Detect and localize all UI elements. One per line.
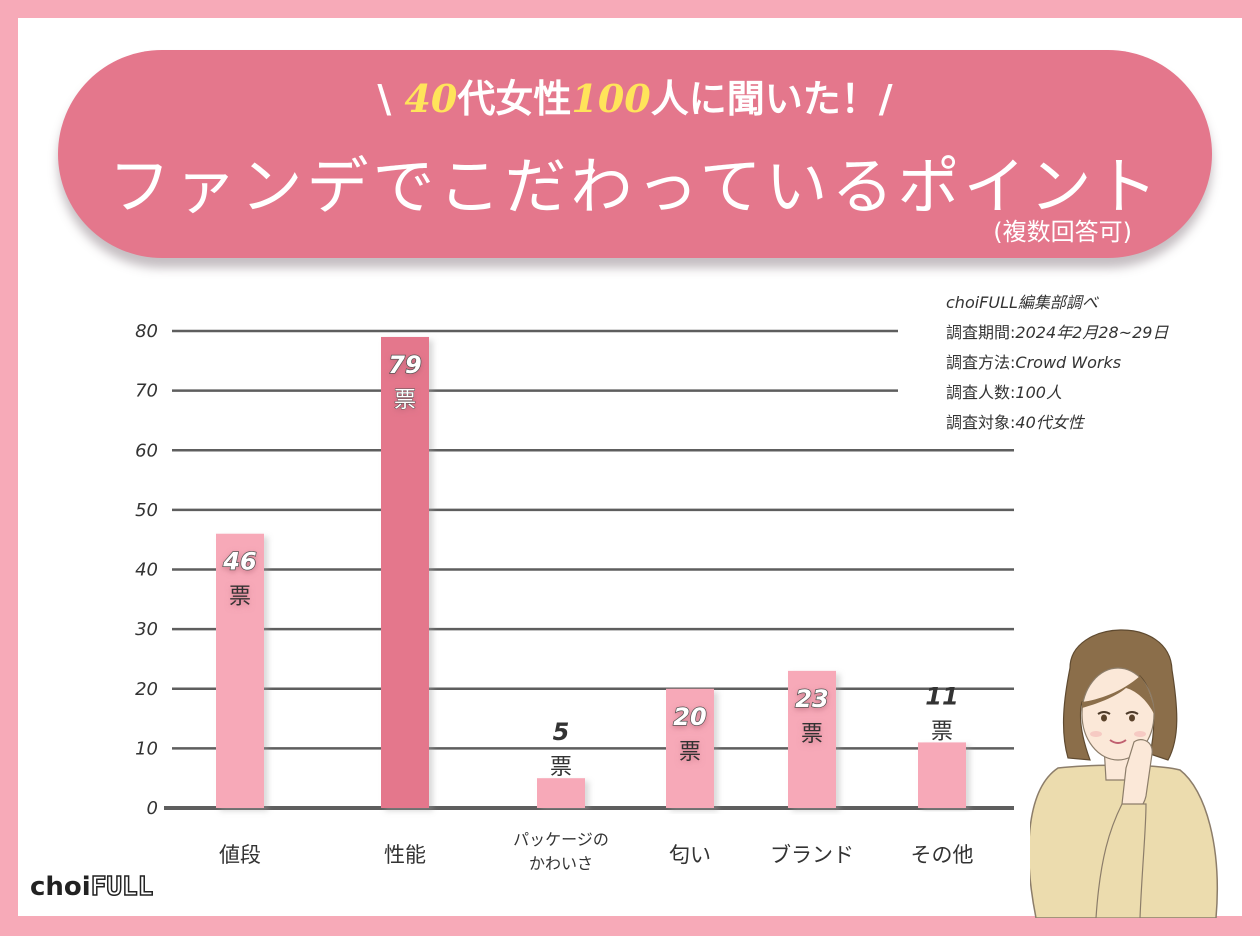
data-label-unit: 票 xyxy=(394,388,416,413)
bar xyxy=(788,670,836,808)
survey-method-value: Crowd Works xyxy=(1015,353,1122,372)
data-label: 20 xyxy=(673,703,706,731)
bar xyxy=(381,336,429,808)
survey-period-label: 調査期間: xyxy=(946,323,1016,342)
y-tick-label: 20 xyxy=(135,679,158,700)
y-tick-label: 70 xyxy=(135,381,158,402)
data-label: 5 xyxy=(553,718,570,746)
survey-method-label: 調査方法: xyxy=(946,353,1016,372)
survey-count-value: 100人 xyxy=(1015,383,1062,402)
y-tick-label: 40 xyxy=(135,560,158,581)
survey-target: 調査対象:40代女性 xyxy=(946,408,1168,438)
y-tick-label: 80 xyxy=(135,321,158,342)
x-tick-label: 性能 xyxy=(384,843,426,867)
bar xyxy=(666,688,714,808)
data-label-unit: 票 xyxy=(679,740,701,765)
y-tick-label: 50 xyxy=(135,500,158,521)
data-label-unit: 票 xyxy=(550,755,572,780)
count-number: 100 xyxy=(571,76,651,121)
bar xyxy=(216,533,264,808)
data-label-unit: 票 xyxy=(229,585,251,610)
x-tick-label: その他 xyxy=(911,843,974,867)
y-tick-label: 0 xyxy=(147,798,158,819)
logo-text-full: FULL xyxy=(90,871,154,903)
logo-text-choi: choi xyxy=(30,872,91,902)
count-suffix: 人に聞いた！ xyxy=(650,77,879,121)
age-suffix: 代女性 xyxy=(457,77,572,121)
banner-subtitle: \ 40代女性100人に聞いた！/ xyxy=(58,68,1212,123)
x-tick-label: 値段 xyxy=(219,843,261,867)
y-tick-label: 30 xyxy=(135,619,158,640)
slash-right: / xyxy=(878,77,893,121)
title-banner: \ 40代女性100人に聞いた！/ ファンデでこだわっているポイント (複数回答… xyxy=(58,50,1212,258)
x-tick-label: かわいさ xyxy=(529,854,593,873)
data-label-unit: 票 xyxy=(801,722,823,747)
survey-info: choiFULL編集部調べ 調査期間:2024年2月28~29日 調査方法:Cr… xyxy=(946,288,1168,438)
bar xyxy=(918,742,966,808)
survey-method: 調査方法:Crowd Works xyxy=(946,348,1168,378)
banner-title: ファンデでこだわっているポイント xyxy=(108,150,1162,223)
survey-count: 調査人数:100人 xyxy=(946,378,1168,408)
bars xyxy=(216,336,966,808)
woman-illustration xyxy=(1030,629,1219,918)
x-tick-label: ブランド xyxy=(770,843,854,867)
survey-count-label: 調査人数: xyxy=(946,383,1016,402)
banner-note: (複数回答可) xyxy=(993,218,1132,246)
survey-source: choiFULL編集部調べ xyxy=(946,288,1168,318)
y-tick-label: 60 xyxy=(135,440,158,461)
age-number: 40 xyxy=(404,76,458,121)
bar xyxy=(537,778,585,808)
x-tick-label: パッケージの xyxy=(513,830,609,849)
y-tick-label: 10 xyxy=(135,738,158,759)
data-label: 23 xyxy=(795,685,828,713)
grid-lines xyxy=(164,329,1014,810)
data-label: 79 xyxy=(388,351,421,379)
data-label: 46 xyxy=(222,548,256,576)
survey-period-value: 2024年2月28~29日 xyxy=(1015,323,1169,342)
survey-source-text: choiFULL編集部調べ xyxy=(946,293,1098,312)
slash-left: \ xyxy=(377,77,392,121)
x-tick-label: 匂い xyxy=(669,843,711,867)
data-label-unit: 票 xyxy=(931,719,953,744)
survey-target-label: 調査対象: xyxy=(946,413,1016,432)
data-label: 11 xyxy=(925,682,958,710)
logo: choiFULL xyxy=(30,871,154,903)
survey-target-value: 40代女性 xyxy=(1015,413,1084,432)
survey-period: 調査期間:2024年2月28~29日 xyxy=(946,318,1168,348)
